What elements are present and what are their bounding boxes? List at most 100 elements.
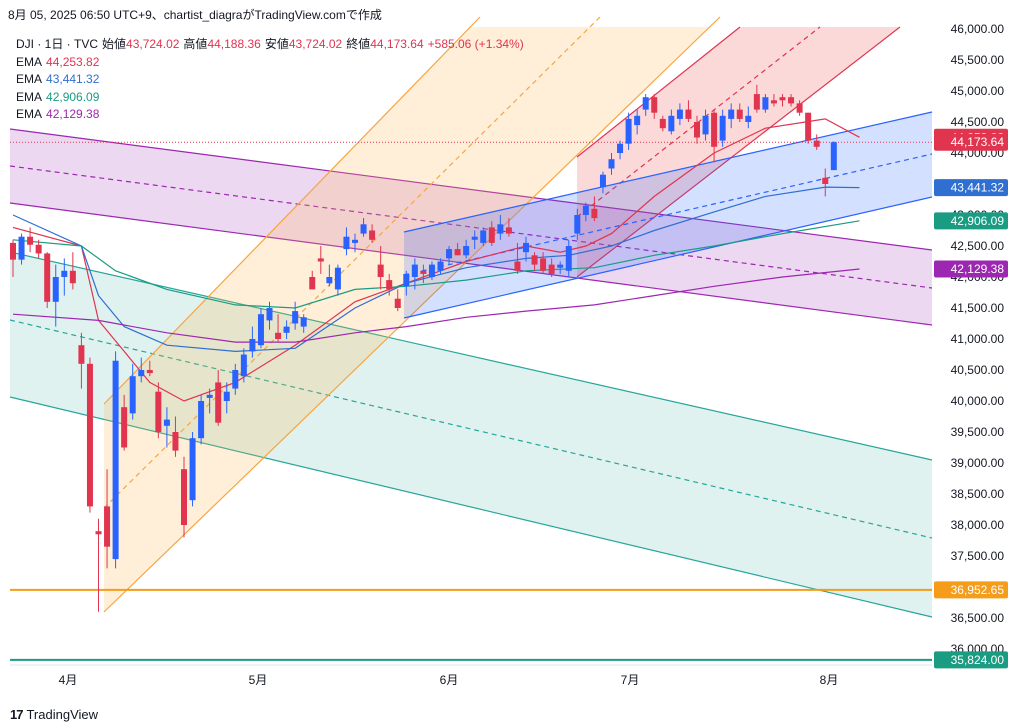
candle[interactable] <box>215 370 222 426</box>
candle[interactable] <box>95 518 102 612</box>
candle[interactable] <box>540 252 547 274</box>
candle[interactable] <box>437 258 444 274</box>
candle[interactable] <box>300 314 307 333</box>
candle[interactable] <box>394 289 401 312</box>
candle[interactable] <box>104 469 111 569</box>
candle[interactable] <box>223 382 230 414</box>
green-channel-upper[interactable] <box>9 251 933 461</box>
candle[interactable] <box>565 239 572 277</box>
candle[interactable] <box>35 239 42 259</box>
candle[interactable] <box>685 100 692 122</box>
candle[interactable] <box>471 230 478 250</box>
purple-channel-upper[interactable] <box>9 128 933 251</box>
candle[interactable] <box>830 141 837 171</box>
candle[interactable] <box>523 236 529 262</box>
candle[interactable] <box>728 103 735 129</box>
candle[interactable] <box>753 84 760 113</box>
candle[interactable] <box>240 348 247 383</box>
tradingview-logo-icon[interactable]: 17 <box>10 707 24 722</box>
candle[interactable] <box>651 94 658 119</box>
candle[interactable] <box>86 357 93 513</box>
ema-row-2[interactable]: EMA 43,441.32 <box>16 71 524 89</box>
brand-name[interactable]: TradingView <box>26 707 99 722</box>
candle[interactable] <box>711 109 718 163</box>
ema-line-2[interactable] <box>12 186 860 353</box>
candle[interactable] <box>121 394 128 451</box>
candle[interactable] <box>582 202 589 222</box>
candle[interactable] <box>599 171 606 194</box>
candle[interactable] <box>659 115 666 132</box>
candle[interactable] <box>343 227 350 256</box>
candle[interactable] <box>146 360 153 377</box>
candle[interactable] <box>796 100 803 116</box>
candle[interactable] <box>155 382 162 439</box>
candle[interactable] <box>505 218 512 237</box>
candle[interactable] <box>762 94 769 113</box>
red-channel-lower[interactable] <box>576 26 901 278</box>
candle[interactable] <box>531 252 538 271</box>
candle[interactable] <box>334 264 341 296</box>
ohlc-row[interactable]: DJI · 1日 · TVC 始値 43,724.02 高値 44,188.36 安… <box>16 36 524 54</box>
candle[interactable] <box>411 258 418 290</box>
symbol-label[interactable]: DJI · 1日 · TVC <box>16 37 99 51</box>
candle[interactable] <box>206 388 213 414</box>
ema-row-4[interactable]: EMA 42,129.38 <box>16 106 524 124</box>
orange-channel-lower[interactable] <box>103 16 721 613</box>
purple-channel[interactable] <box>10 129 932 325</box>
candle[interactable] <box>377 246 384 290</box>
ema-line-4[interactable] <box>12 268 860 343</box>
candle[interactable] <box>283 320 290 339</box>
candle[interactable] <box>44 252 51 308</box>
green-channel-mid[interactable] <box>9 319 933 539</box>
candle[interactable] <box>702 109 709 141</box>
candle[interactable] <box>69 252 76 290</box>
blue-channel-upper[interactable] <box>403 111 933 233</box>
candle[interactable] <box>608 153 615 175</box>
candle[interactable] <box>352 233 358 253</box>
candle[interactable] <box>61 258 68 296</box>
candle[interactable] <box>266 301 273 330</box>
candle[interactable] <box>428 261 435 281</box>
candle[interactable] <box>317 246 324 274</box>
candle[interactable] <box>779 94 786 107</box>
candle[interactable] <box>745 106 752 129</box>
candle[interactable] <box>480 227 487 246</box>
candle[interactable] <box>822 168 829 197</box>
candle[interactable] <box>369 224 376 243</box>
candle[interactable] <box>257 308 264 349</box>
purple-channel-lower[interactable] <box>9 202 933 326</box>
candle[interactable] <box>275 314 282 343</box>
blue-channel-lower[interactable] <box>403 196 933 319</box>
candle[interactable] <box>574 208 581 240</box>
candle[interactable] <box>634 109 641 135</box>
candle[interactable] <box>625 112 632 150</box>
candle[interactable] <box>446 246 453 265</box>
candle[interactable] <box>694 115 700 144</box>
red-channel-upper[interactable] <box>576 26 741 158</box>
candle[interactable] <box>18 233 25 265</box>
candle[interactable] <box>360 218 367 237</box>
candle[interactable] <box>805 112 812 144</box>
candle[interactable] <box>292 301 299 330</box>
ema-row-3[interactable]: EMA 42,906.09 <box>16 89 524 107</box>
ema-row-1[interactable]: EMA 44,253.82 <box>16 54 524 72</box>
candle[interactable] <box>557 261 564 274</box>
candle[interactable] <box>52 264 59 327</box>
candle[interactable] <box>386 273 393 296</box>
candle[interactable] <box>181 456 187 538</box>
candle[interactable] <box>420 264 427 284</box>
purple-channel-mid[interactable] <box>9 165 933 289</box>
candle[interactable] <box>326 264 333 287</box>
candle[interactable] <box>198 394 205 445</box>
candle[interactable] <box>813 134 820 150</box>
candle[interactable] <box>642 94 649 116</box>
candle[interactable] <box>463 239 470 259</box>
candle[interactable] <box>78 332 85 389</box>
candle[interactable] <box>309 270 316 290</box>
candle[interactable] <box>617 140 624 160</box>
candle[interactable] <box>232 363 239 395</box>
candle[interactable] <box>454 242 461 256</box>
candle[interactable] <box>172 416 179 457</box>
candle[interactable] <box>112 351 119 569</box>
